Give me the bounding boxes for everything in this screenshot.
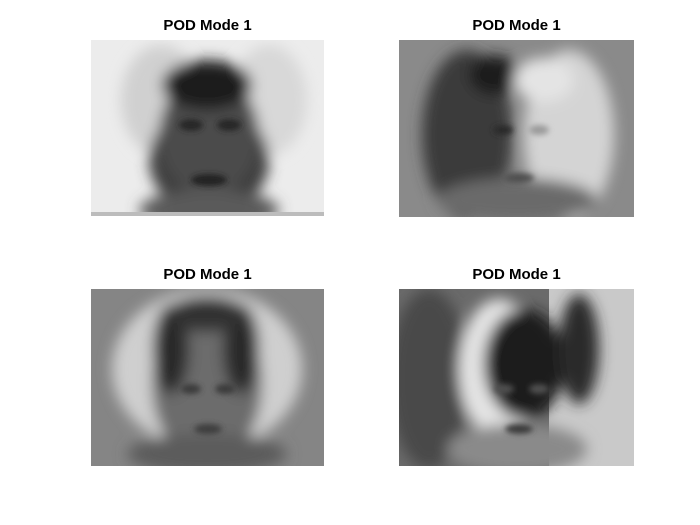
subplot-title: POD Mode 1 xyxy=(163,17,252,34)
subplot-2: POD Mode 1 xyxy=(399,17,634,217)
eigenface-image xyxy=(91,289,324,466)
eigenface-image xyxy=(399,40,634,217)
subplot-3: POD Mode 1 xyxy=(91,266,324,466)
eigenface-image xyxy=(91,40,324,216)
subplot-1: POD Mode 1 xyxy=(91,17,324,216)
subplot-title: POD Mode 1 xyxy=(472,17,561,34)
eigenface-image xyxy=(399,289,634,466)
subplot-4: POD Mode 1 xyxy=(399,266,634,466)
subplot-title: POD Mode 1 xyxy=(163,266,252,283)
subplot-title: POD Mode 1 xyxy=(472,266,561,283)
